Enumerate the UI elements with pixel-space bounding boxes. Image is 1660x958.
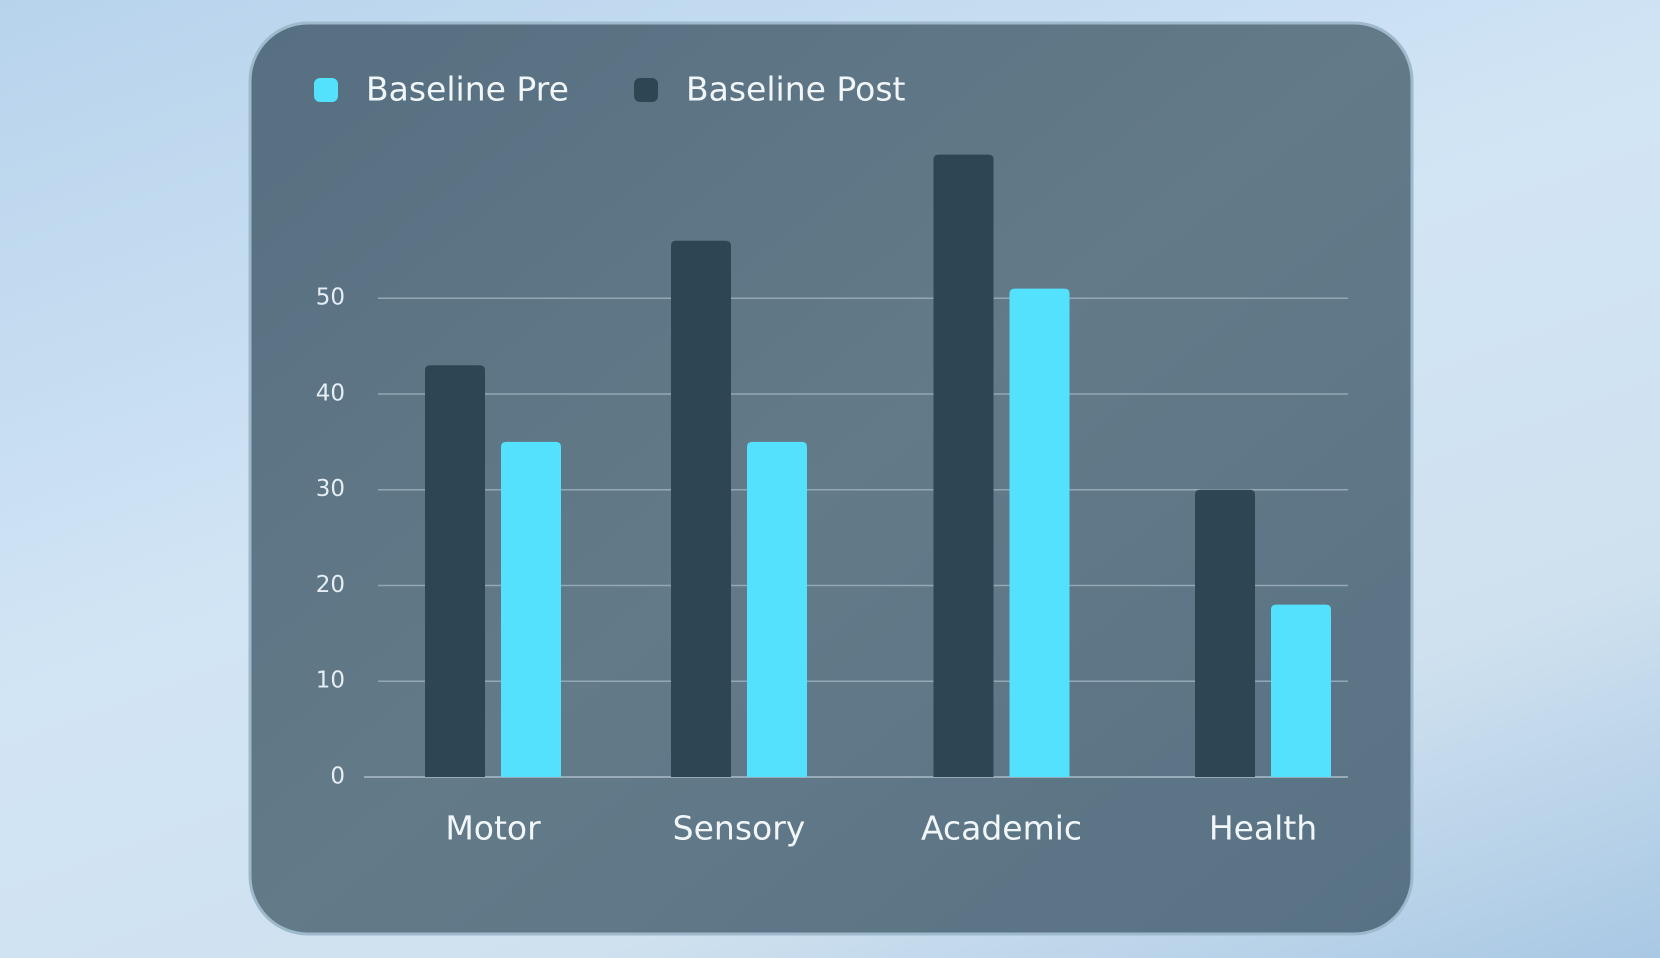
- y-tick-label: 30: [316, 476, 345, 502]
- y-tick-label: 20: [316, 572, 345, 598]
- y-tick-label: 40: [316, 380, 345, 406]
- bar: [1009, 288, 1070, 777]
- bar: [425, 365, 485, 777]
- y-tick-label: 10: [316, 668, 345, 694]
- y-tick-label: 0: [330, 764, 345, 790]
- x-tick-label: Health: [1209, 809, 1317, 848]
- x-tick-label: Academic: [921, 809, 1082, 848]
- bar: [1195, 489, 1255, 777]
- legend-swatch: [314, 78, 338, 102]
- bar: [671, 240, 731, 778]
- bar: [501, 441, 561, 777]
- bar: [933, 154, 994, 778]
- bar: [1271, 604, 1331, 777]
- legend-label: Baseline Post: [686, 70, 906, 109]
- y-tick-label: 50: [316, 285, 345, 311]
- x-tick-label: Sensory: [673, 809, 806, 848]
- x-tick-label: Motor: [445, 809, 541, 848]
- legend-swatch: [634, 78, 658, 102]
- legend-label: Baseline Pre: [366, 70, 569, 109]
- card: [248, 21, 1414, 936]
- bar: [747, 441, 807, 777]
